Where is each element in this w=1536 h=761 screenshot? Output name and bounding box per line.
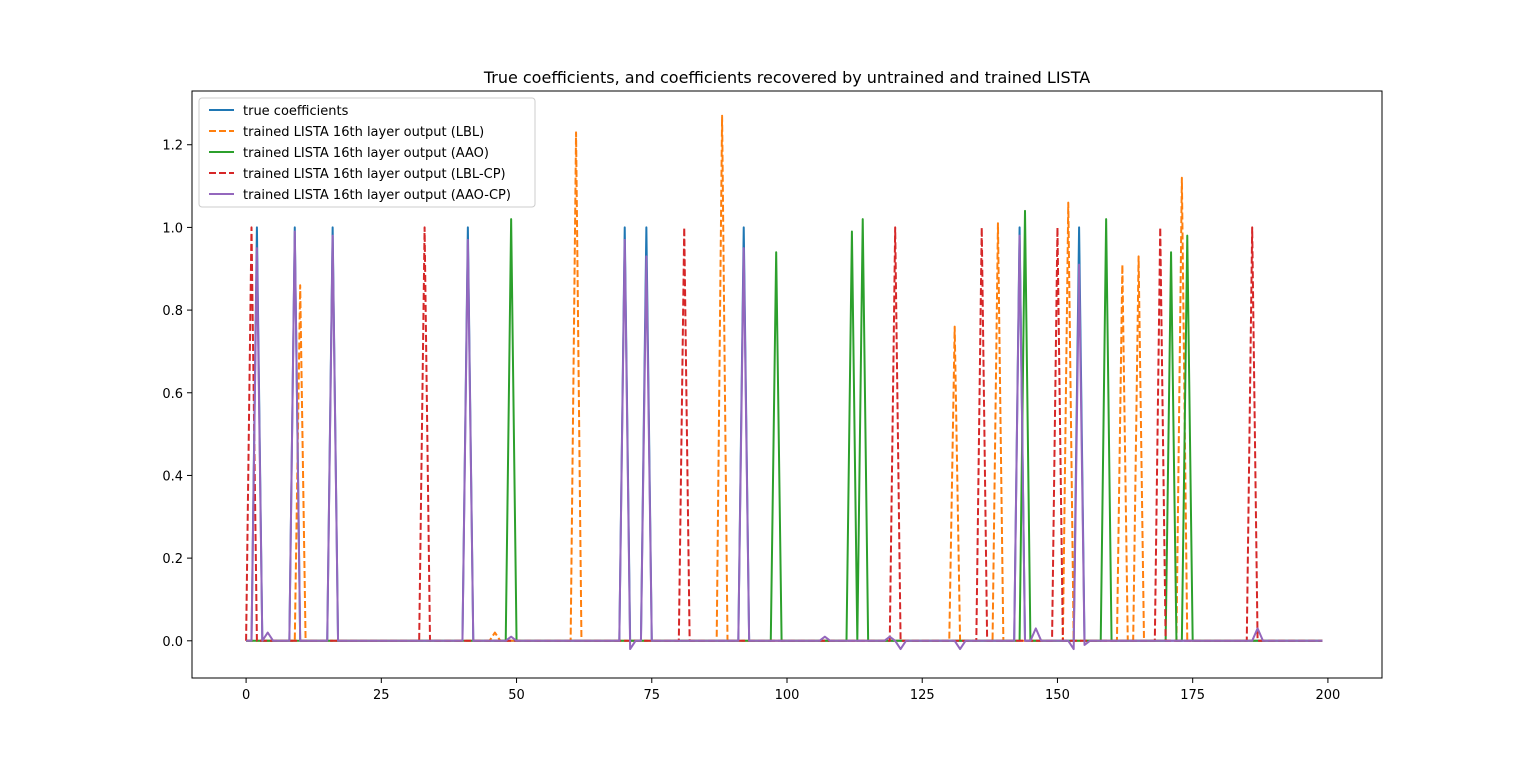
legend-box [198,97,536,208]
series-layer [245,114,1323,651]
y-tick-label: 0.6 [162,387,183,402]
y-tick-label: 0.8 [162,304,183,319]
legend: true coefficients trained LISTA 16th laye… [198,97,536,208]
y-tick-label: 1.2 [162,139,183,154]
y-tick-label: 0.2 [162,552,183,567]
y-tick-label: 1.0 [162,221,183,236]
plot-area [191,90,1383,679]
x-tick-label: 50 [508,688,525,703]
y-tick-label: 0.4 [162,469,183,484]
legend-label-1: true coefficients [243,104,349,119]
x-tick-label: 150 [1045,688,1070,703]
y-axis: 0.0 0.2 0.4 0.6 0.8 1.0 1.2 [162,139,192,650]
x-tick-label: 200 [1315,688,1340,703]
legend-label-3: trained LISTA 16th layer output (AAO) [243,146,489,161]
series-line-4 [245,226,1323,642]
y-tick-label: 0.0 [162,635,183,650]
series-line-5 [246,230,1323,651]
x-axis: 0 25 50 75 100 125 150 175 200 [242,678,1340,703]
x-tick-label: 100 [775,688,800,703]
legend-label-4: trained LISTA 16th layer output (LBL-CP) [243,167,506,182]
chart-title: True coefficients, and coefficients reco… [483,68,1090,87]
x-tick-label: 125 [910,688,935,703]
x-tick-label: 0 [242,688,250,703]
x-tick-label: 175 [1180,688,1205,703]
legend-label-5: trained LISTA 16th layer output (AAO-CP) [243,188,511,203]
legend-label-2: trained LISTA 16th layer output (LBL) [243,125,484,140]
x-tick-label: 75 [643,688,660,703]
x-tick-label: 25 [373,688,390,703]
